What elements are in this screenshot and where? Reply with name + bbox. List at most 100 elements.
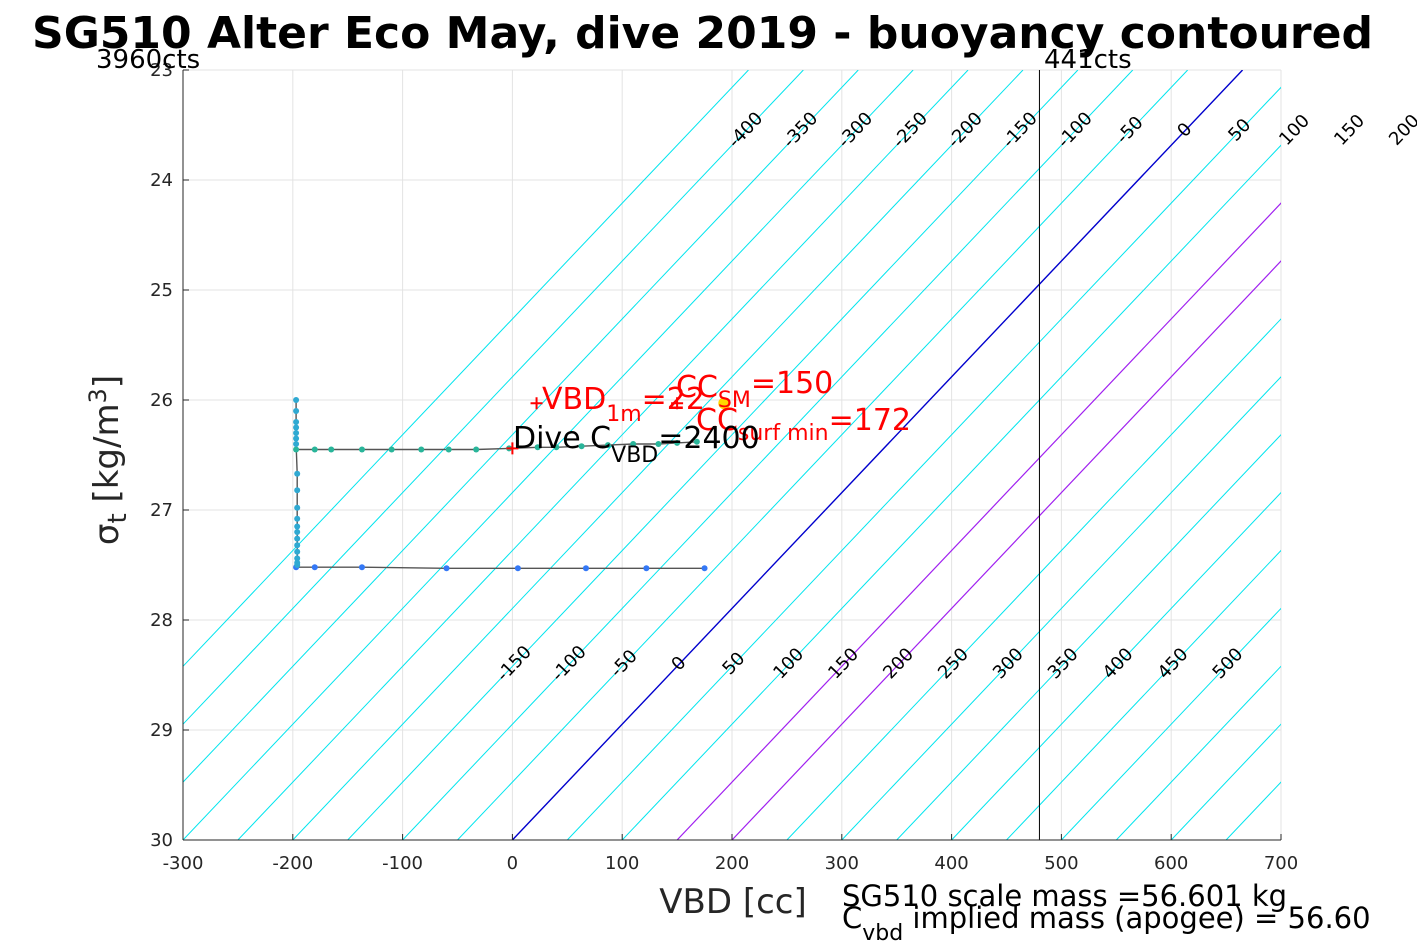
footer-rest: implied mass (apogee) = 56.60 [903,901,1370,935]
footer-scale-mass: SG510 scale mass =56.601 kg [842,879,1287,913]
contour-line [1391,70,1417,840]
data-point [293,435,300,442]
contour-line [1061,607,1281,840]
chart-title: SG510 Alter Eco May, dive 2019 - buoyanc… [32,8,1373,59]
data-point [294,504,301,511]
dive-value: =2400 [658,421,759,456]
data-point [293,397,300,403]
data-point [674,439,681,446]
y-tick-label: 27 [150,500,173,521]
ccsm-sub: SM [718,388,751,413]
contour-line [347,70,1079,840]
y-label-sub: t [103,513,133,523]
data-point [418,446,425,453]
y-axis-label: σt [kg/m3] [84,375,133,545]
ccsm-marker [671,397,684,410]
data-point [514,565,521,572]
contour-line [183,70,914,840]
y-label-sup: 3 [84,388,112,403]
y-tick-label: 25 [150,280,173,301]
footer-vbd-sub: vbd [862,921,903,945]
count-left-label: 3960cts [96,45,200,75]
data-point [445,446,452,453]
data-point [294,515,301,522]
ccsurf-annotation: CCsurf min=172 [696,403,911,446]
data-point [293,408,300,414]
contour-line [786,318,1281,840]
x-tick-label: 0 [507,853,518,874]
contour-line [511,70,1244,840]
contour-line [402,70,1134,840]
x-tick-label: 700 [1264,853,1298,874]
ccsurf-value: =172 [829,403,911,438]
ccsm-value: =150 [751,366,833,401]
markers [506,397,731,455]
x-tick-labels: -300 -200 -100 0 100 200 300 400 500 600 700 [163,834,1298,874]
data-point [328,446,335,453]
contour-line [183,70,749,668]
data-point [311,564,318,571]
contour-line [292,70,1024,840]
contour-line [731,260,1281,840]
data-point [655,441,662,447]
y-tick-label: 24 [150,170,173,191]
footer-c: C [842,901,862,935]
contour-lines [183,70,1417,840]
trace-deep-leg [296,566,705,569]
contour-line [841,376,1281,840]
data-point [630,441,637,447]
data-point [358,564,365,571]
data-point [294,487,301,494]
x-tick-label: 600 [1154,853,1188,874]
data-point [473,446,480,453]
x-tick-label: 300 [825,853,859,874]
data-point [643,565,650,572]
contour-line [1280,839,1281,840]
vbd1m-annotation: VBD1m=22 [542,382,705,427]
dive-sub: VBD [611,443,658,468]
ccsm-annotation: CCSM=150 [676,366,833,413]
x-tick-label: 200 [715,853,749,874]
data-point [582,565,589,572]
contour-line [896,434,1281,840]
grid [183,69,1282,840]
contour-label: 200 [1385,110,1417,149]
y-label-sigma: σ [87,524,127,546]
ccsurf-main: CC [696,403,738,438]
data-point [293,424,300,431]
data-point [693,438,700,445]
data-point [294,548,301,555]
ccsm-main: CC [676,370,718,405]
data-point [293,446,300,453]
x-axis-label: VBD [cc] [659,882,807,922]
y-tick-label: 26 [150,390,173,411]
y-tick-label: 28 [150,610,173,631]
annotations: VBD1m=22 CCSM=150 CCsurf min=172 Dive CV… [513,366,911,468]
y-tick-label: 23 [150,60,173,81]
x-tick-label: 100 [605,853,639,874]
data-point [294,470,301,477]
contour-line [1336,70,1417,840]
data-point [578,443,585,450]
data-point [701,565,708,572]
data-point [293,430,300,436]
data-point [293,441,300,447]
count-right-label: 441cts [1044,45,1132,75]
contour-line [457,70,1189,840]
surf-marker [718,397,731,410]
data-point [294,542,301,549]
vbd1m-main: VBD [542,382,606,417]
y-label-close: ] [87,375,127,388]
y-tick-label: 30 [150,830,173,851]
contour-line [951,491,1281,840]
y-label-main: [kg/m [87,403,127,513]
contour-line [1115,665,1281,840]
data-point [358,446,365,453]
x-tick-label: 400 [934,853,968,874]
y-tick-label: 29 [150,720,173,741]
data-point [294,529,301,535]
data-point [553,444,560,451]
data-point [294,562,301,568]
x-tick-label: -300 [163,853,204,874]
